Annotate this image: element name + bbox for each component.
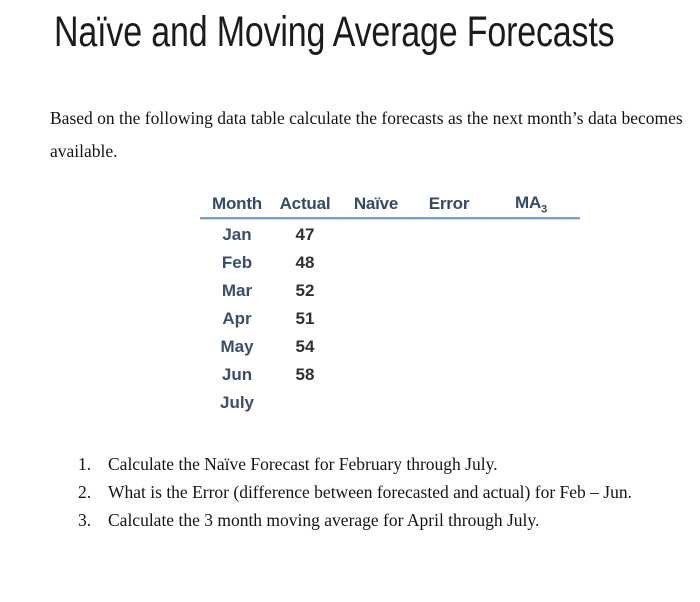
cell-actual: 51 (295, 309, 315, 328)
tasks-list: 1. Calculate the Naïve Forecast for Febr… (78, 450, 632, 534)
cell-month: Apr (222, 309, 252, 328)
column-header-actual: Actual (279, 194, 331, 213)
task-text: What is the Error (difference between fo… (108, 482, 632, 502)
table-body: Jan 47 Feb 48 Mar 52 Apr 51 May 54 Jun 5… (200, 221, 580, 417)
table-header-row: Month Actual Naïve Error MA3 (200, 192, 580, 216)
task-number: 3. (78, 510, 92, 530)
cell-month: Mar (221, 281, 253, 300)
column-header-ma3: MA3 (482, 193, 580, 215)
cell-actual: 58 (295, 365, 315, 384)
table-row: Jun 58 (200, 361, 580, 389)
table-row: July (200, 389, 580, 417)
slide-title: Naïve and Moving Average Forecasts (54, 8, 615, 56)
task-text: Calculate the 3 month moving average for… (108, 510, 540, 530)
cell-actual: 54 (295, 337, 315, 356)
table-row: Feb 48 (200, 249, 580, 277)
cell-month: Jun (221, 365, 253, 384)
task-item: 2. What is the Error (difference between… (78, 478, 632, 506)
intro-paragraph: Based on the following data table calcul… (50, 108, 683, 161)
cell-month: Jan (222, 225, 252, 244)
ma3-label: MA (515, 192, 542, 212)
table-row: May 54 (200, 333, 580, 361)
table-row: Jan 47 (200, 221, 580, 249)
forecast-table: Month Actual Naïve Error MA3 Jan 47 Feb … (200, 192, 580, 417)
task-number: 1. (78, 454, 92, 474)
column-header-error: Error (428, 194, 470, 213)
task-item: 1. Calculate the Naïve Forecast for Febr… (78, 450, 632, 478)
ma3-subscript: 3 (541, 203, 547, 216)
cell-actual: 52 (295, 281, 315, 300)
column-header-naive: Naïve (353, 194, 399, 213)
header-rule (200, 217, 580, 219)
cell-month: May (220, 337, 254, 356)
task-text: Calculate the Naïve Forecast for Februar… (108, 454, 498, 474)
table-row: Mar 52 (200, 277, 580, 305)
cell-actual: 48 (295, 253, 315, 272)
cell-month: Feb (221, 253, 253, 272)
table-row: Apr 51 (200, 305, 580, 333)
column-header-month: Month (212, 194, 262, 213)
task-item: 3. Calculate the 3 month moving average … (78, 506, 632, 534)
cell-actual: 47 (295, 225, 315, 244)
cell-month: July (219, 393, 255, 412)
task-number: 2. (78, 482, 92, 502)
